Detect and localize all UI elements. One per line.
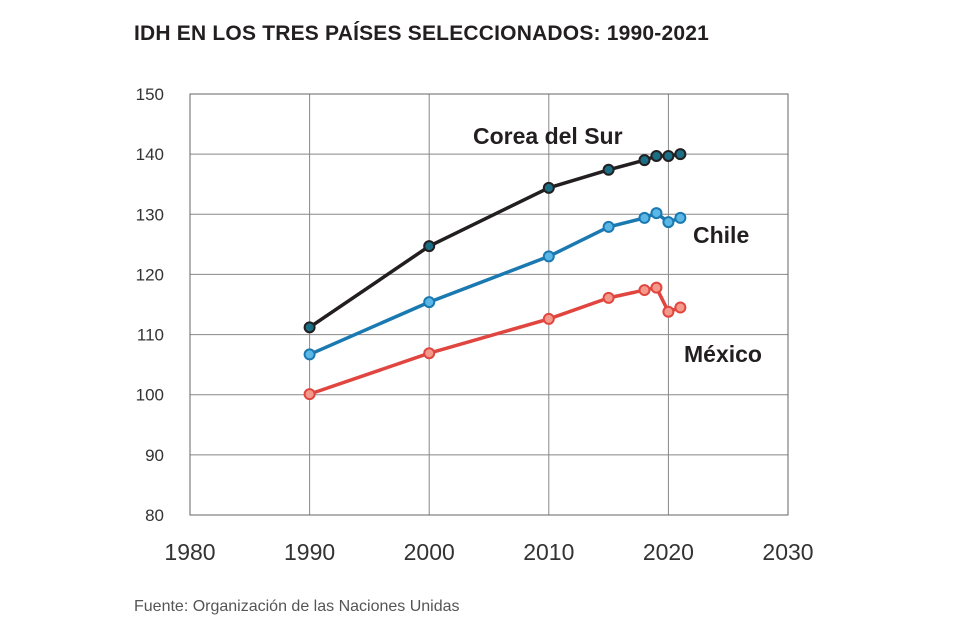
y-tick-label: 100 bbox=[136, 386, 164, 405]
x-tick-label: 2030 bbox=[762, 539, 813, 565]
data-point bbox=[674, 211, 687, 224]
data-point bbox=[662, 305, 675, 318]
y-tick-label: 110 bbox=[137, 326, 164, 345]
data-point bbox=[674, 148, 687, 161]
series-label: Chile bbox=[693, 222, 749, 248]
data-point bbox=[542, 181, 555, 194]
data-point bbox=[662, 216, 675, 229]
x-tick-label: 2010 bbox=[523, 539, 574, 565]
data-point bbox=[602, 220, 615, 233]
data-point bbox=[650, 207, 663, 220]
chart-title: IDH EN LOS TRES PAÍSES SELECCIONADOS: 19… bbox=[134, 22, 709, 45]
x-tick-label: 1980 bbox=[164, 539, 215, 565]
x-tick-label: 2000 bbox=[404, 539, 455, 565]
data-point bbox=[423, 296, 436, 309]
data-point bbox=[638, 284, 651, 297]
source-note: Fuente: Organización de las Naciones Uni… bbox=[134, 598, 460, 615]
x-tick-label: 2020 bbox=[643, 539, 694, 565]
data-point bbox=[638, 154, 651, 167]
y-tick-label: 90 bbox=[145, 446, 164, 465]
data-point bbox=[638, 211, 651, 224]
y-tick-label: 130 bbox=[136, 205, 164, 224]
data-point bbox=[602, 291, 615, 304]
series-line-0 bbox=[308, 152, 681, 329]
series-label: México bbox=[684, 341, 762, 367]
data-point bbox=[423, 240, 436, 253]
data-point bbox=[303, 348, 316, 361]
y-tick-label: 140 bbox=[136, 145, 164, 164]
data-point bbox=[303, 321, 316, 334]
series-line-2 bbox=[309, 285, 681, 396]
plot-frame bbox=[189, 93, 789, 516]
y-tick-label: 150 bbox=[136, 85, 164, 104]
data-point bbox=[650, 149, 663, 162]
data-point bbox=[303, 388, 316, 401]
series-label: Corea del Sur bbox=[473, 123, 623, 149]
x-tick-label: 1990 bbox=[284, 539, 335, 565]
data-point bbox=[542, 312, 555, 325]
data-point bbox=[674, 301, 687, 314]
data-point bbox=[542, 250, 555, 263]
data-point bbox=[650, 281, 663, 294]
data-point bbox=[423, 347, 436, 360]
y-tick-label: 80 bbox=[145, 506, 164, 525]
y-tick-label: 120 bbox=[136, 265, 164, 284]
data-point bbox=[662, 149, 675, 162]
data-point bbox=[602, 163, 615, 176]
